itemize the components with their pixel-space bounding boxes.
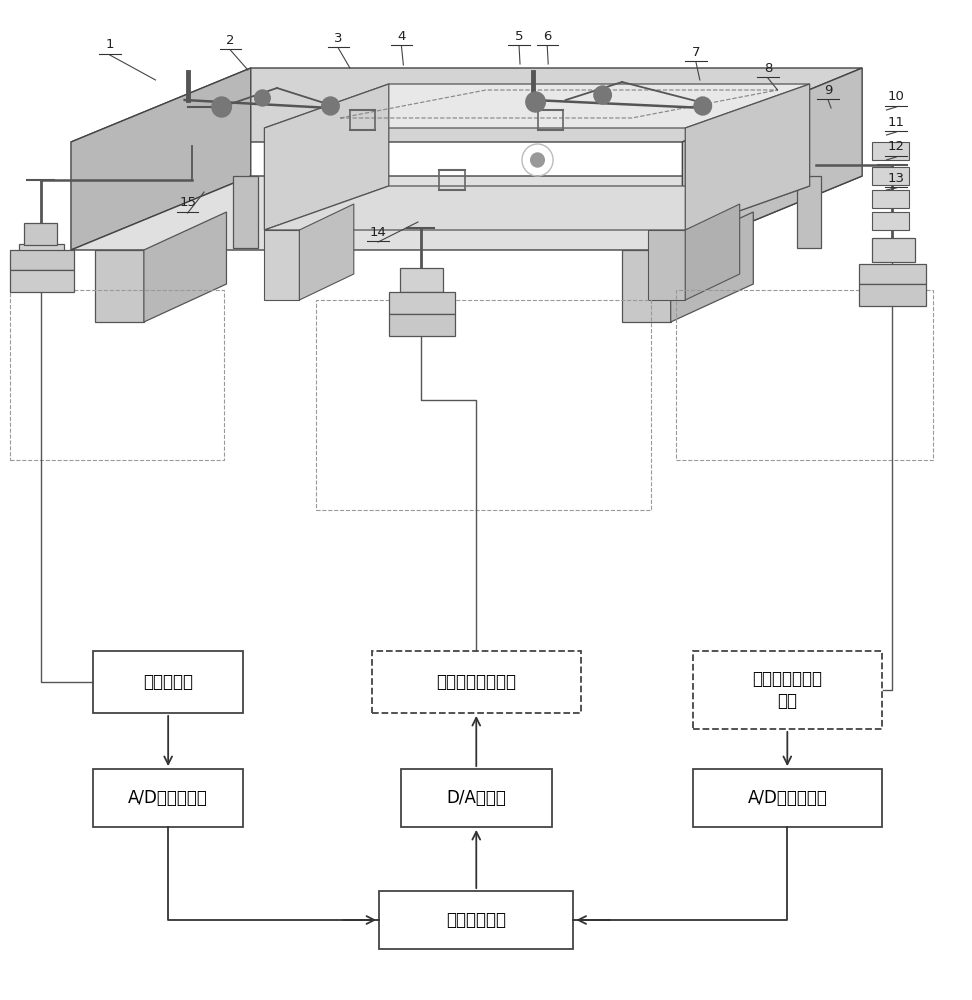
FancyBboxPatch shape bbox=[24, 223, 57, 245]
Polygon shape bbox=[233, 176, 258, 248]
Text: 9: 9 bbox=[824, 84, 832, 97]
Text: 6: 6 bbox=[543, 29, 551, 42]
Text: 电荷放大器: 电荷放大器 bbox=[143, 673, 193, 691]
FancyBboxPatch shape bbox=[872, 190, 909, 208]
Polygon shape bbox=[671, 212, 753, 322]
FancyBboxPatch shape bbox=[692, 651, 883, 729]
Circle shape bbox=[322, 97, 339, 115]
Text: 8: 8 bbox=[764, 62, 772, 75]
Polygon shape bbox=[264, 84, 810, 128]
Polygon shape bbox=[685, 84, 810, 230]
Text: 15: 15 bbox=[179, 196, 196, 210]
FancyBboxPatch shape bbox=[872, 167, 909, 185]
Circle shape bbox=[594, 86, 611, 104]
FancyBboxPatch shape bbox=[400, 769, 551, 827]
Text: 激光位移传感控
制器: 激光位移传感控 制器 bbox=[752, 670, 822, 710]
Circle shape bbox=[255, 90, 270, 106]
Polygon shape bbox=[622, 250, 671, 322]
FancyBboxPatch shape bbox=[92, 651, 243, 713]
Text: 1: 1 bbox=[106, 38, 114, 51]
Circle shape bbox=[694, 97, 712, 115]
Text: 7: 7 bbox=[692, 45, 700, 58]
Text: 2: 2 bbox=[226, 33, 234, 46]
Text: 11: 11 bbox=[887, 115, 905, 128]
Circle shape bbox=[212, 97, 231, 117]
Polygon shape bbox=[71, 176, 862, 250]
Polygon shape bbox=[299, 204, 354, 300]
Text: 压电驱动放大电源: 压电驱动放大电源 bbox=[436, 673, 516, 691]
Text: A/D数据采集卡: A/D数据采集卡 bbox=[747, 789, 827, 807]
Text: A/D数据采集卡: A/D数据采集卡 bbox=[128, 789, 208, 807]
FancyBboxPatch shape bbox=[400, 268, 443, 292]
Text: 10: 10 bbox=[887, 91, 905, 104]
Text: 14: 14 bbox=[369, 226, 387, 238]
Text: 3: 3 bbox=[334, 31, 342, 44]
Polygon shape bbox=[264, 230, 299, 300]
Polygon shape bbox=[797, 176, 821, 248]
Polygon shape bbox=[264, 84, 389, 230]
Circle shape bbox=[526, 92, 545, 112]
FancyBboxPatch shape bbox=[379, 891, 573, 949]
Circle shape bbox=[531, 153, 544, 167]
Polygon shape bbox=[144, 212, 226, 322]
FancyBboxPatch shape bbox=[371, 651, 581, 713]
Polygon shape bbox=[389, 314, 455, 336]
Polygon shape bbox=[682, 68, 862, 250]
Text: 5: 5 bbox=[515, 29, 523, 42]
Polygon shape bbox=[71, 68, 862, 142]
FancyBboxPatch shape bbox=[872, 142, 909, 160]
Polygon shape bbox=[859, 264, 926, 284]
Text: 13: 13 bbox=[887, 172, 905, 184]
Polygon shape bbox=[95, 250, 144, 322]
Text: 12: 12 bbox=[887, 140, 905, 153]
FancyBboxPatch shape bbox=[19, 244, 64, 268]
FancyBboxPatch shape bbox=[692, 769, 883, 827]
Polygon shape bbox=[10, 270, 74, 292]
Polygon shape bbox=[264, 186, 810, 230]
Text: 4: 4 bbox=[398, 29, 405, 42]
FancyBboxPatch shape bbox=[92, 769, 243, 827]
Polygon shape bbox=[648, 230, 685, 300]
Polygon shape bbox=[10, 250, 74, 270]
Polygon shape bbox=[685, 204, 740, 300]
Polygon shape bbox=[389, 292, 455, 314]
FancyBboxPatch shape bbox=[872, 238, 915, 262]
Text: 数据处理单元: 数据处理单元 bbox=[446, 911, 506, 929]
FancyBboxPatch shape bbox=[872, 212, 909, 230]
Polygon shape bbox=[859, 284, 926, 306]
Text: D/A转换卡: D/A转换卡 bbox=[446, 789, 506, 807]
Polygon shape bbox=[71, 68, 251, 250]
